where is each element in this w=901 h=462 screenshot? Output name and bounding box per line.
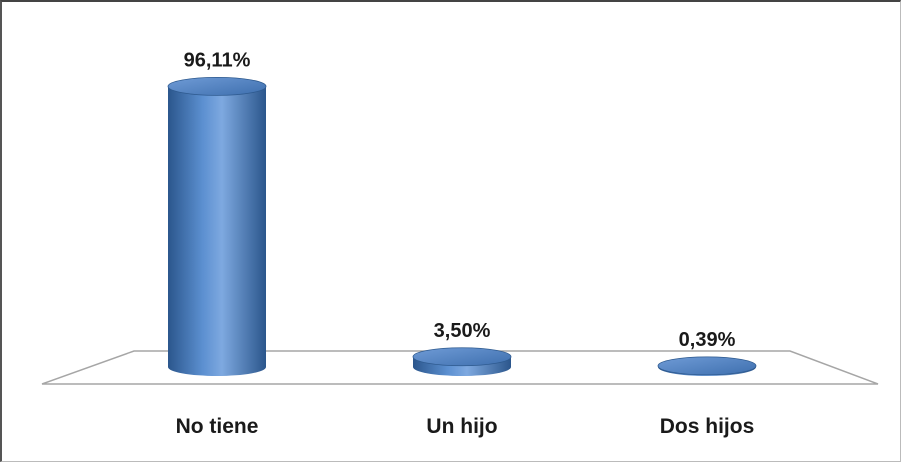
- value-labels-group: 96,11% 3,50% 0,39%: [184, 49, 736, 351]
- data-label-dos-hijos: 0,39%: [679, 329, 736, 351]
- category-label-un-hijo: Un hijo: [426, 415, 497, 438]
- bar-top: [657, 356, 757, 376]
- bar-no-tiene: [167, 76, 267, 376]
- category-label-dos-hijos: Dos hijos: [660, 415, 755, 438]
- bar-body: [168, 86, 266, 376]
- bar-un-hijo: [412, 347, 512, 376]
- bar-dos-hijos: [657, 356, 757, 376]
- bar-top: [167, 76, 267, 96]
- bar-top: [412, 347, 512, 367]
- category-labels-group: No tiene Un hijo Dos hijos: [176, 415, 755, 438]
- data-label-un-hijo: 3,50%: [434, 320, 491, 342]
- category-label-no-tiene: No tiene: [176, 415, 259, 438]
- bars-group: [167, 76, 757, 376]
- data-label-no-tiene: 96,11%: [184, 49, 251, 71]
